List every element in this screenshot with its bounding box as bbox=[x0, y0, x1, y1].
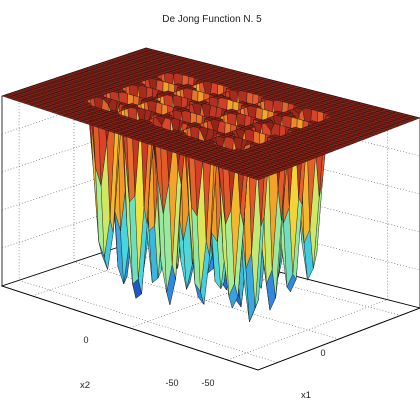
x2-axis-line bbox=[1, 285, 259, 371]
x2-tick-0: 0 bbox=[83, 335, 88, 345]
grid-line-x1 bbox=[18, 90, 278, 363]
grid-line-x1 bbox=[128, 53, 401, 316]
grid-line-x2 bbox=[32, 56, 179, 297]
chart-title: De Jong Function N. 5 bbox=[162, 14, 262, 25]
surface bbox=[1, 47, 420, 323]
grid-line-x2 bbox=[129, 83, 284, 329]
x1-axis-line bbox=[257, 307, 420, 371]
x1-tick-neg50: -50 bbox=[201, 378, 214, 388]
grid-line-x1 bbox=[73, 72, 340, 340]
x2-tick-neg50: -50 bbox=[165, 378, 178, 388]
grid-line-x2 bbox=[227, 109, 388, 361]
surface-patch bbox=[251, 176, 263, 181]
x1-tick-0: 0 bbox=[320, 348, 325, 358]
x1-axis-label: x1 bbox=[301, 390, 311, 401]
x2-axis-label: x2 bbox=[80, 380, 90, 391]
